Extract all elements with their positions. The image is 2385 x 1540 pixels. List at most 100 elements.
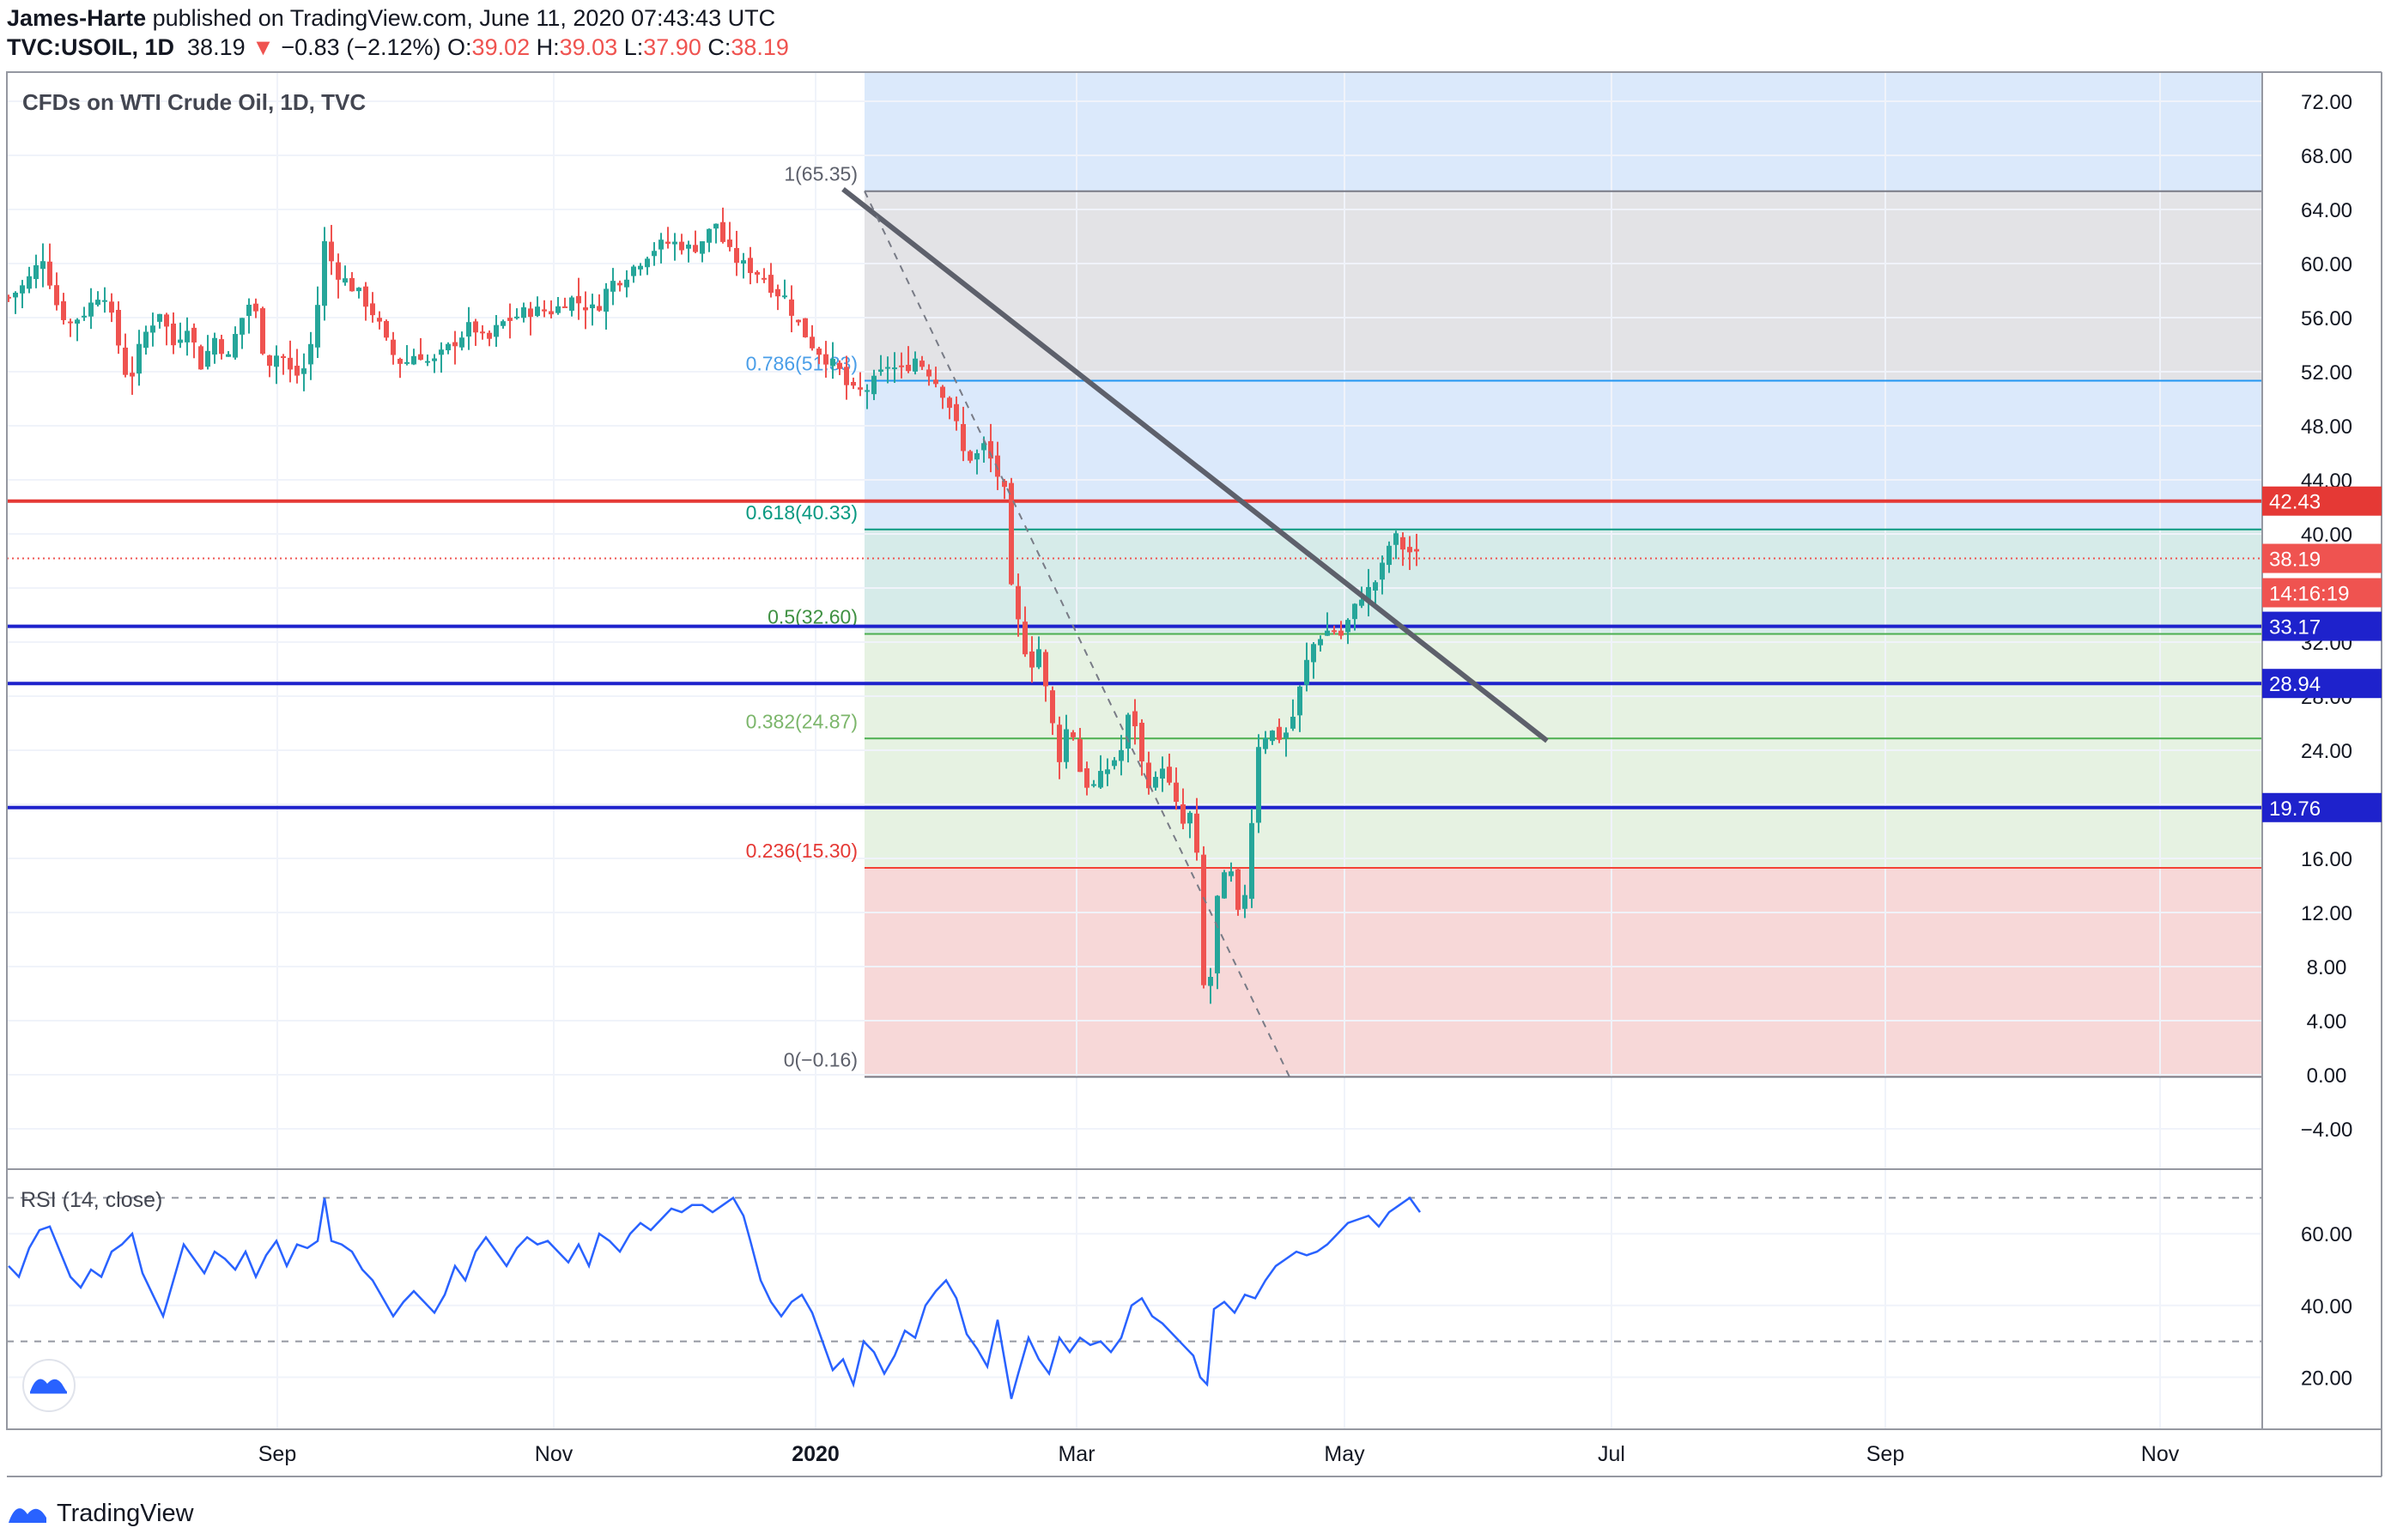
candle-body <box>1139 722 1144 761</box>
rsi-pane <box>7 1168 2262 1399</box>
candle-body <box>336 262 341 280</box>
candle-body <box>1332 630 1337 633</box>
candle-body <box>878 369 883 373</box>
candle-body <box>226 354 231 357</box>
candle-body <box>123 347 128 375</box>
level-badge-2-bg <box>2262 669 2382 699</box>
candle-body <box>1345 620 1350 633</box>
symbol-label[interactable]: TVC:USOIL, 1D <box>7 34 175 60</box>
time-tick-label: Mar <box>1058 1442 1095 1466</box>
candle-body <box>356 288 361 292</box>
candle-body <box>1393 533 1399 545</box>
level-badge-3-text: 19.76 <box>2269 797 2321 821</box>
candle-body <box>1036 649 1041 668</box>
open-value: 39.02 <box>471 34 531 60</box>
candle-body <box>198 346 203 370</box>
candle-body <box>535 306 540 317</box>
candle-body <box>961 423 966 452</box>
candle-body <box>1222 872 1227 899</box>
candle-body <box>892 367 897 370</box>
price-tick-label: 72.00 <box>2301 91 2352 114</box>
down-arrow-icon: ▼ <box>252 34 275 60</box>
candle-body <box>404 361 410 364</box>
candle-body <box>54 285 59 306</box>
candle-body <box>109 301 114 313</box>
candle-body <box>171 323 176 346</box>
rsi-line <box>8 1196 1422 1399</box>
candle-body <box>370 303 375 316</box>
candle-body <box>507 318 513 321</box>
ohlc-info: TVC:USOIL, 1D 38.19 ▼ −0.83 (−2.12%) O:3… <box>7 34 789 61</box>
tradingview-brand-icon[interactable] <box>7 1499 48 1528</box>
candle-body <box>281 356 286 359</box>
candle-body <box>1174 782 1179 803</box>
candle-body <box>6 296 11 299</box>
candle-body <box>1029 651 1035 668</box>
countdown-badge-bg <box>2262 578 2382 608</box>
candle-body <box>940 386 945 398</box>
candle-body <box>446 343 451 351</box>
last-price-badge-bg <box>2262 543 2382 573</box>
candle-body <box>1400 537 1405 550</box>
chart-canvas[interactable]: 1(65.35)0.786(51.33)0.618(40.33)0.5(32.6… <box>0 0 2385 1485</box>
candle-body <box>432 358 437 361</box>
candle-body <box>700 241 705 254</box>
candle-body <box>597 306 602 311</box>
countdown-badge-text: 14:16:19 <box>2269 583 2349 606</box>
candle-body <box>528 308 533 318</box>
candle-body <box>61 300 66 320</box>
candle-body <box>150 325 155 333</box>
published-text: published on TradingView.com, June 11, 2… <box>146 5 776 31</box>
low-label: L: <box>623 34 644 60</box>
price-tick-label: 8.00 <box>2307 956 2347 979</box>
candle-body <box>1270 731 1275 742</box>
candle-body <box>782 295 787 298</box>
tradingview-logo-icon[interactable] <box>22 1359 76 1412</box>
candle-body <box>487 332 492 339</box>
candle-body <box>1016 585 1021 620</box>
candle-body <box>253 303 258 312</box>
fib-zone-0236-0 <box>865 868 2262 1077</box>
candle-body <box>157 313 162 322</box>
price-tick-label: 4.00 <box>2307 1010 2347 1034</box>
candle-body <box>1153 777 1158 788</box>
candle-body <box>191 327 197 343</box>
candle-body <box>1119 749 1124 761</box>
candle-body <box>748 258 753 274</box>
candle-body <box>995 455 1000 477</box>
candle-body <box>1091 784 1096 786</box>
price-tick-label: 24.00 <box>2301 740 2352 763</box>
candle-body <box>1325 630 1330 636</box>
candle-body <box>555 306 561 313</box>
candle-body <box>1284 732 1289 738</box>
candle-body <box>1160 768 1165 779</box>
candle-body <box>933 379 938 385</box>
candle-body <box>816 349 822 355</box>
candle-body <box>219 339 224 355</box>
price-tick-label: 48.00 <box>2301 415 2352 439</box>
author-name[interactable]: James-Harte <box>7 5 147 31</box>
candle-body <box>1043 652 1048 687</box>
candle-body <box>308 343 313 365</box>
close-label: C: <box>707 34 731 60</box>
candle-body <box>288 357 293 370</box>
price-tick-label: 52.00 <box>2301 361 2352 385</box>
candle-body <box>803 318 808 337</box>
candle-body <box>1263 737 1268 749</box>
candle-body <box>707 228 712 243</box>
candle-body <box>789 299 794 316</box>
candle-body <box>741 260 746 264</box>
candle-body <box>294 366 300 376</box>
candle-body <box>1194 813 1199 853</box>
candle-body <box>164 314 169 327</box>
candle-body <box>686 244 691 249</box>
candle-body <box>906 365 911 372</box>
candle-body <box>968 451 973 461</box>
candle-body <box>1023 621 1028 655</box>
close-value: 38.19 <box>731 34 789 60</box>
candle-body <box>205 350 210 367</box>
candle-body <box>1009 482 1014 585</box>
footer-brand[interactable]: TradingView <box>57 1499 194 1527</box>
candle-body <box>645 258 650 268</box>
candle-body <box>549 311 554 315</box>
